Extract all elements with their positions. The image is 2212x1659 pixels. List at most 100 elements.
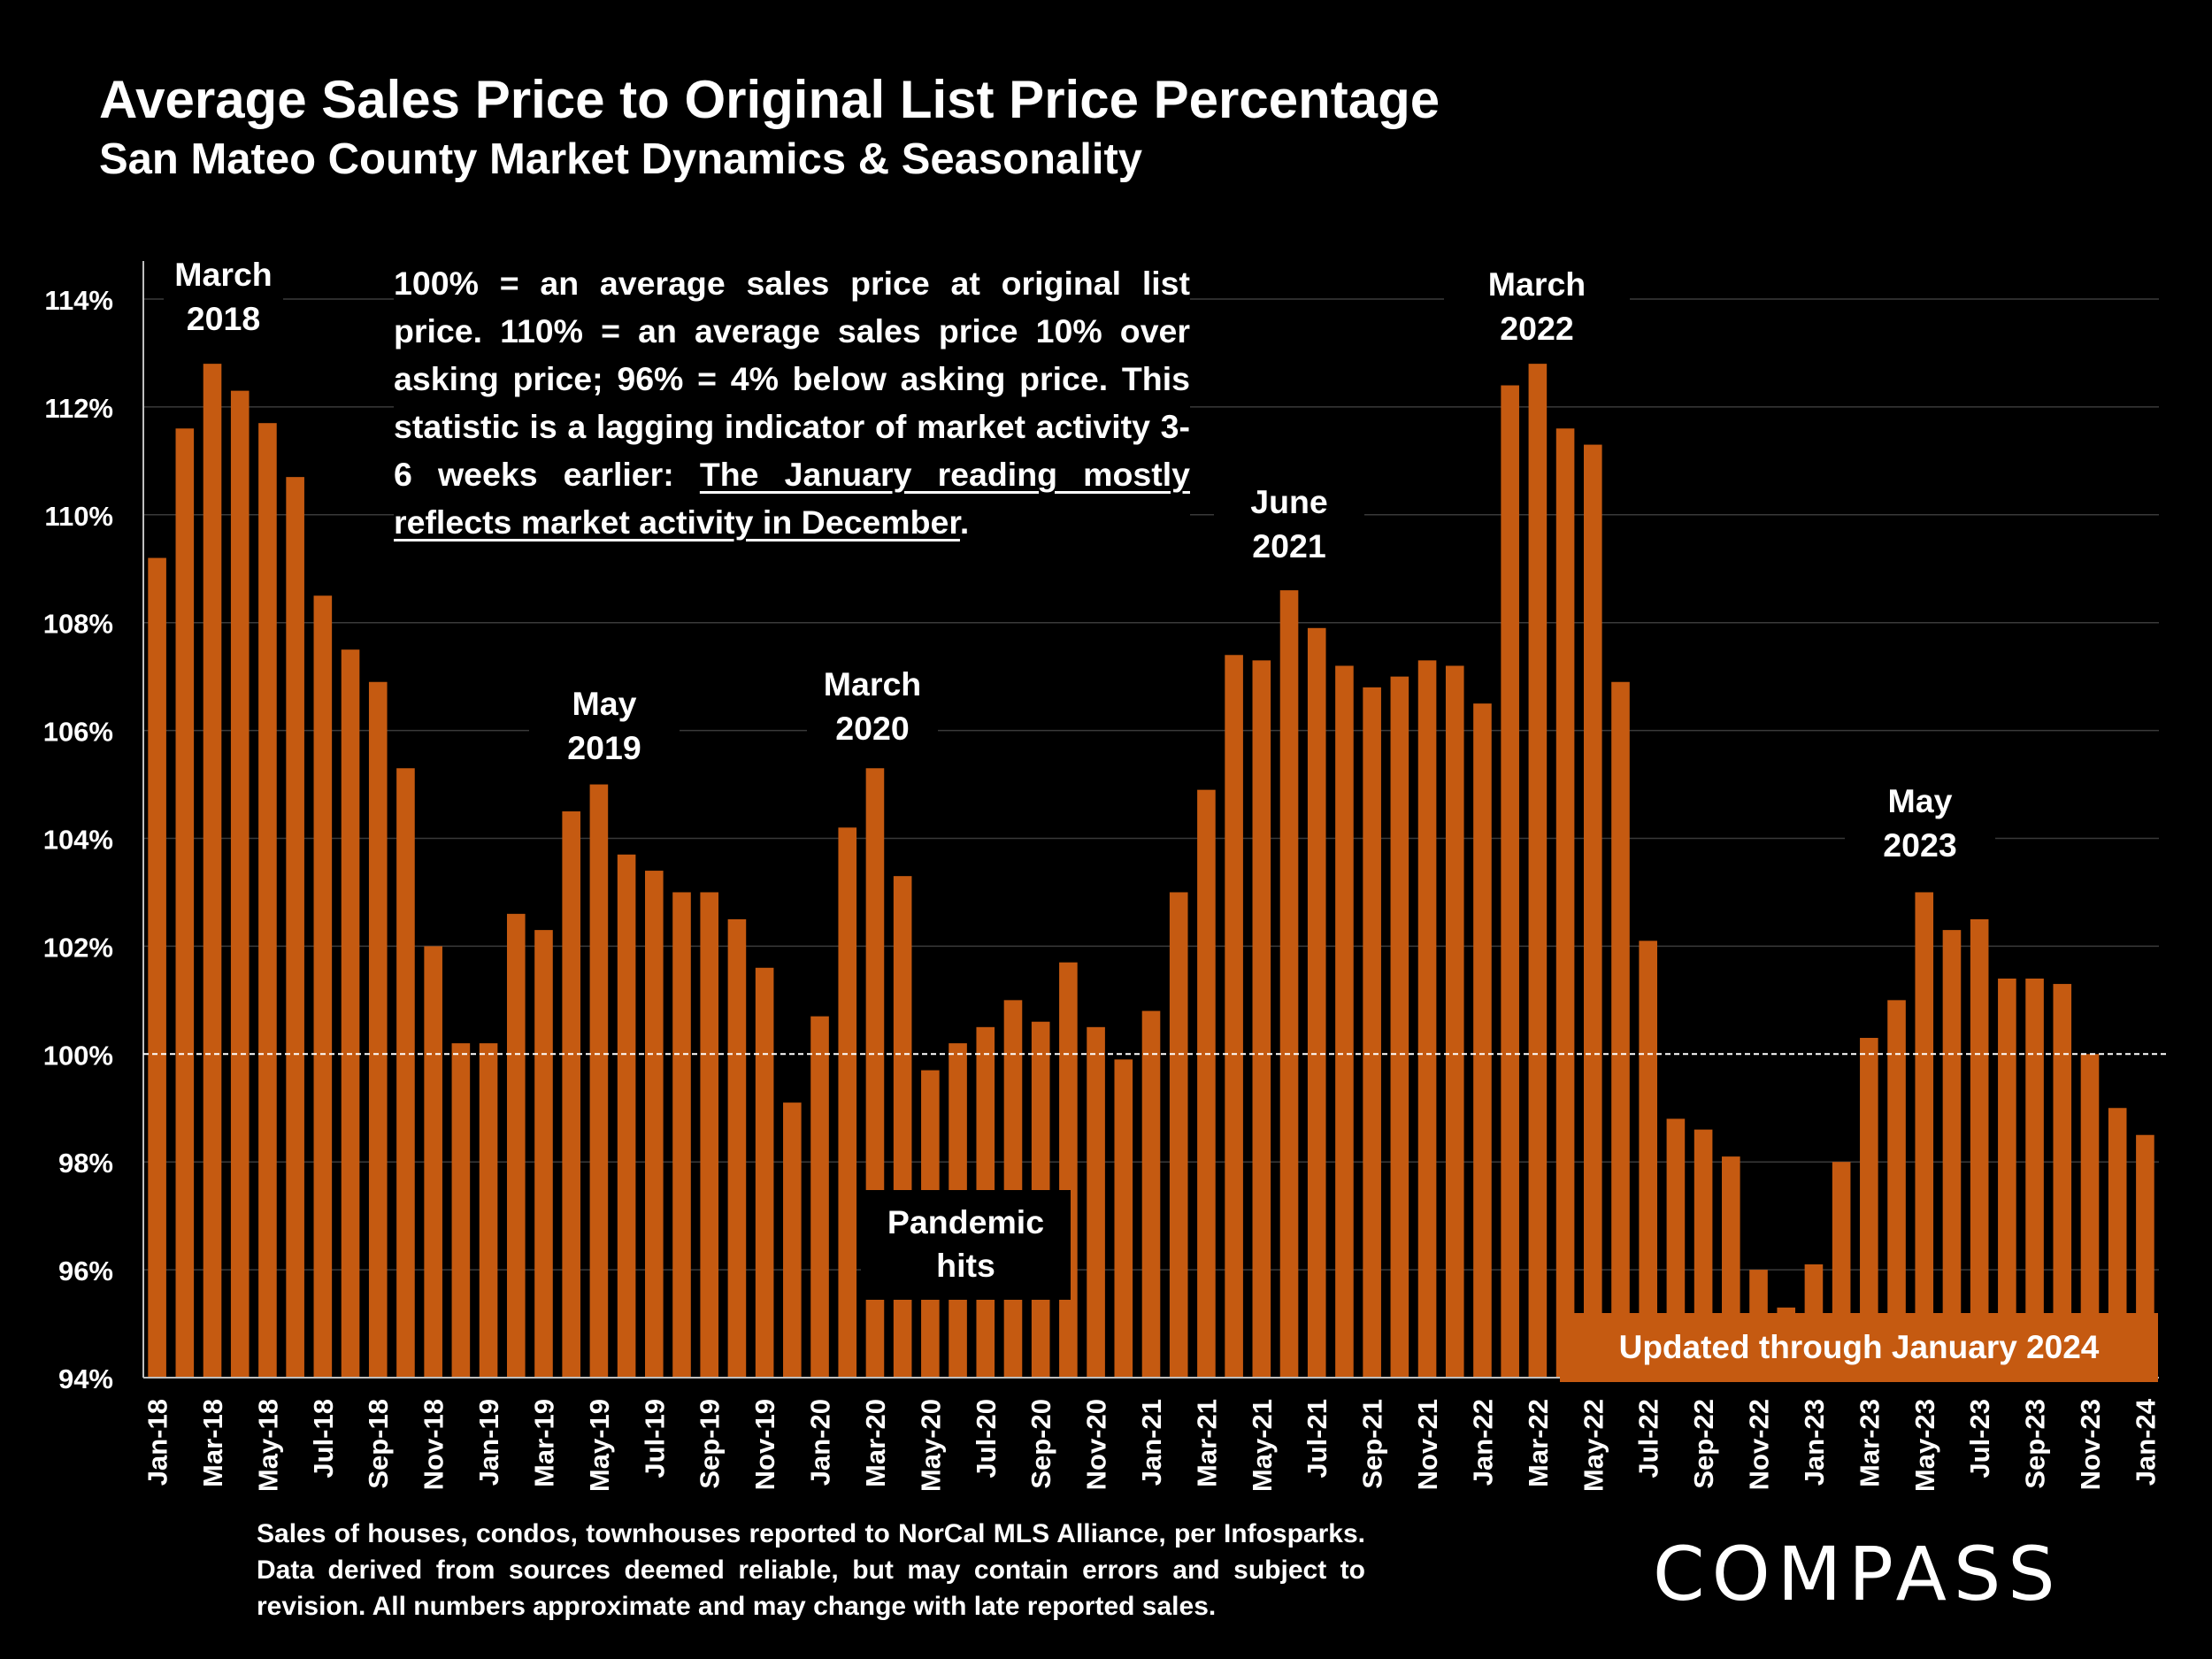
x-tick-label: Sep-20 [1025,1399,1056,1489]
bar [672,892,691,1378]
y-tick-label: 106% [43,717,113,748]
annotation-line: May [1887,782,1953,819]
x-tick-label: May-20 [915,1399,946,1492]
chart-subtitle: San Mateo County Market Dynamics & Seaso… [99,135,1143,183]
bar [286,477,304,1378]
x-tick-label: Sep-18 [363,1399,394,1489]
bar [1970,918,1989,1378]
x-tick-label: Mar-22 [1523,1399,1554,1487]
annotation-may-2023: May 2023 [1845,779,1995,867]
explanatory-note: 100% = an average sales price at origina… [394,259,1190,546]
bar [1335,665,1354,1378]
annotation-line: 2018 [186,300,261,337]
bar [783,1102,802,1378]
y-tick-label: 100% [43,1040,113,1071]
bar [700,892,719,1378]
updated-badge: Updated through January 2024 [1560,1313,2158,1382]
x-tick-label: Jul-20 [971,1399,1002,1479]
bar [2025,978,2044,1378]
bar [1528,364,1548,1378]
x-tick-label: Jan-19 [473,1399,504,1486]
y-tick-label: 98% [58,1148,113,1179]
bar [1225,655,1243,1378]
annotation-march-2020: March 2020 [807,662,938,750]
y-tick-label: 108% [43,609,113,640]
x-tick-label: May-19 [584,1399,615,1492]
bar [1473,703,1492,1378]
bar [506,913,526,1378]
x-tick-label: Mar-21 [1191,1399,1222,1487]
bar [1887,1000,1906,1378]
note-end: . [959,503,970,541]
bar [368,681,388,1378]
y-tick-label: 96% [58,1256,113,1286]
bar [534,930,553,1378]
annotation-line: May [572,685,637,722]
bar [1942,930,1962,1378]
annotation-line: March [1487,265,1586,303]
bar [1555,428,1575,1378]
bar [313,595,333,1378]
y-tick-label: 104% [43,825,113,856]
y-tick-label: 102% [43,932,113,963]
bar [1279,590,1299,1378]
bar [1003,1000,1023,1378]
annotation-line: 2019 [567,729,641,766]
x-tick-label: Jan-20 [805,1399,836,1486]
x-tick-label: Sep-21 [1357,1399,1388,1489]
y-tick-label: 114% [44,285,113,316]
bar [203,364,222,1378]
bar [1639,941,1657,1378]
bar [1363,687,1381,1378]
callout-line: Pandemic [887,1203,1045,1240]
bar [893,876,912,1378]
x-tick-label: Jan-24 [2130,1398,2161,1486]
annotation-march-2022: March 2022 [1444,262,1630,350]
annotation-line: March [823,665,922,703]
annotation-june-2021: June 2021 [1214,480,1364,568]
bar [755,967,774,1378]
x-tick-label: Nov-18 [419,1399,449,1490]
x-tick-label: Sep-22 [1688,1399,1719,1489]
bar [838,827,857,1378]
source-footnote: Sales of houses, condos, townhouses repo… [257,1519,1365,1621]
bar [1197,789,1216,1378]
x-tick-label: Jul-22 [1633,1399,1664,1479]
annotation-line: March [174,256,273,293]
bar [2080,1054,2100,1378]
bar [424,946,442,1378]
bar [2108,1108,2127,1378]
bar [341,649,360,1378]
bar [1998,978,2016,1378]
note-text: 100% = an average sales price at origina… [394,265,1190,493]
bar [1169,892,1188,1378]
bar [1307,627,1326,1378]
x-tick-label: May-22 [1578,1399,1609,1492]
x-tick-label: Nov-20 [1081,1399,1112,1490]
y-tick-label: 110% [44,501,113,532]
bar [148,557,166,1378]
chart-title: Average Sales Price to Original List Pri… [99,70,1440,129]
annotation-line: 2021 [1252,527,1326,565]
x-tick-label: May-18 [252,1399,283,1492]
bar [727,918,747,1378]
annotation-line: 2020 [835,710,910,747]
x-tick-label: Jul-18 [308,1399,339,1479]
bar [1915,892,1934,1378]
bar [1666,1118,1686,1378]
bar [617,854,636,1378]
callout-line: hits [936,1247,995,1284]
bar [645,871,664,1378]
bar [1501,385,1519,1378]
bar [230,390,250,1378]
compass-logo: COMPASS [1653,1531,2062,1617]
annotation-line: 2023 [1883,826,1957,864]
x-tick-label: Jul-21 [1302,1399,1333,1479]
y-tick-label: 94% [58,1363,113,1394]
annotation-line: June [1250,483,1328,520]
bar [451,1043,471,1378]
note-underlined: The January reading mostly reflects mark… [394,456,1190,541]
annotation-march-2018: March 2018 [164,252,283,341]
bar [479,1043,498,1378]
y-tick-label: 112% [44,393,113,424]
